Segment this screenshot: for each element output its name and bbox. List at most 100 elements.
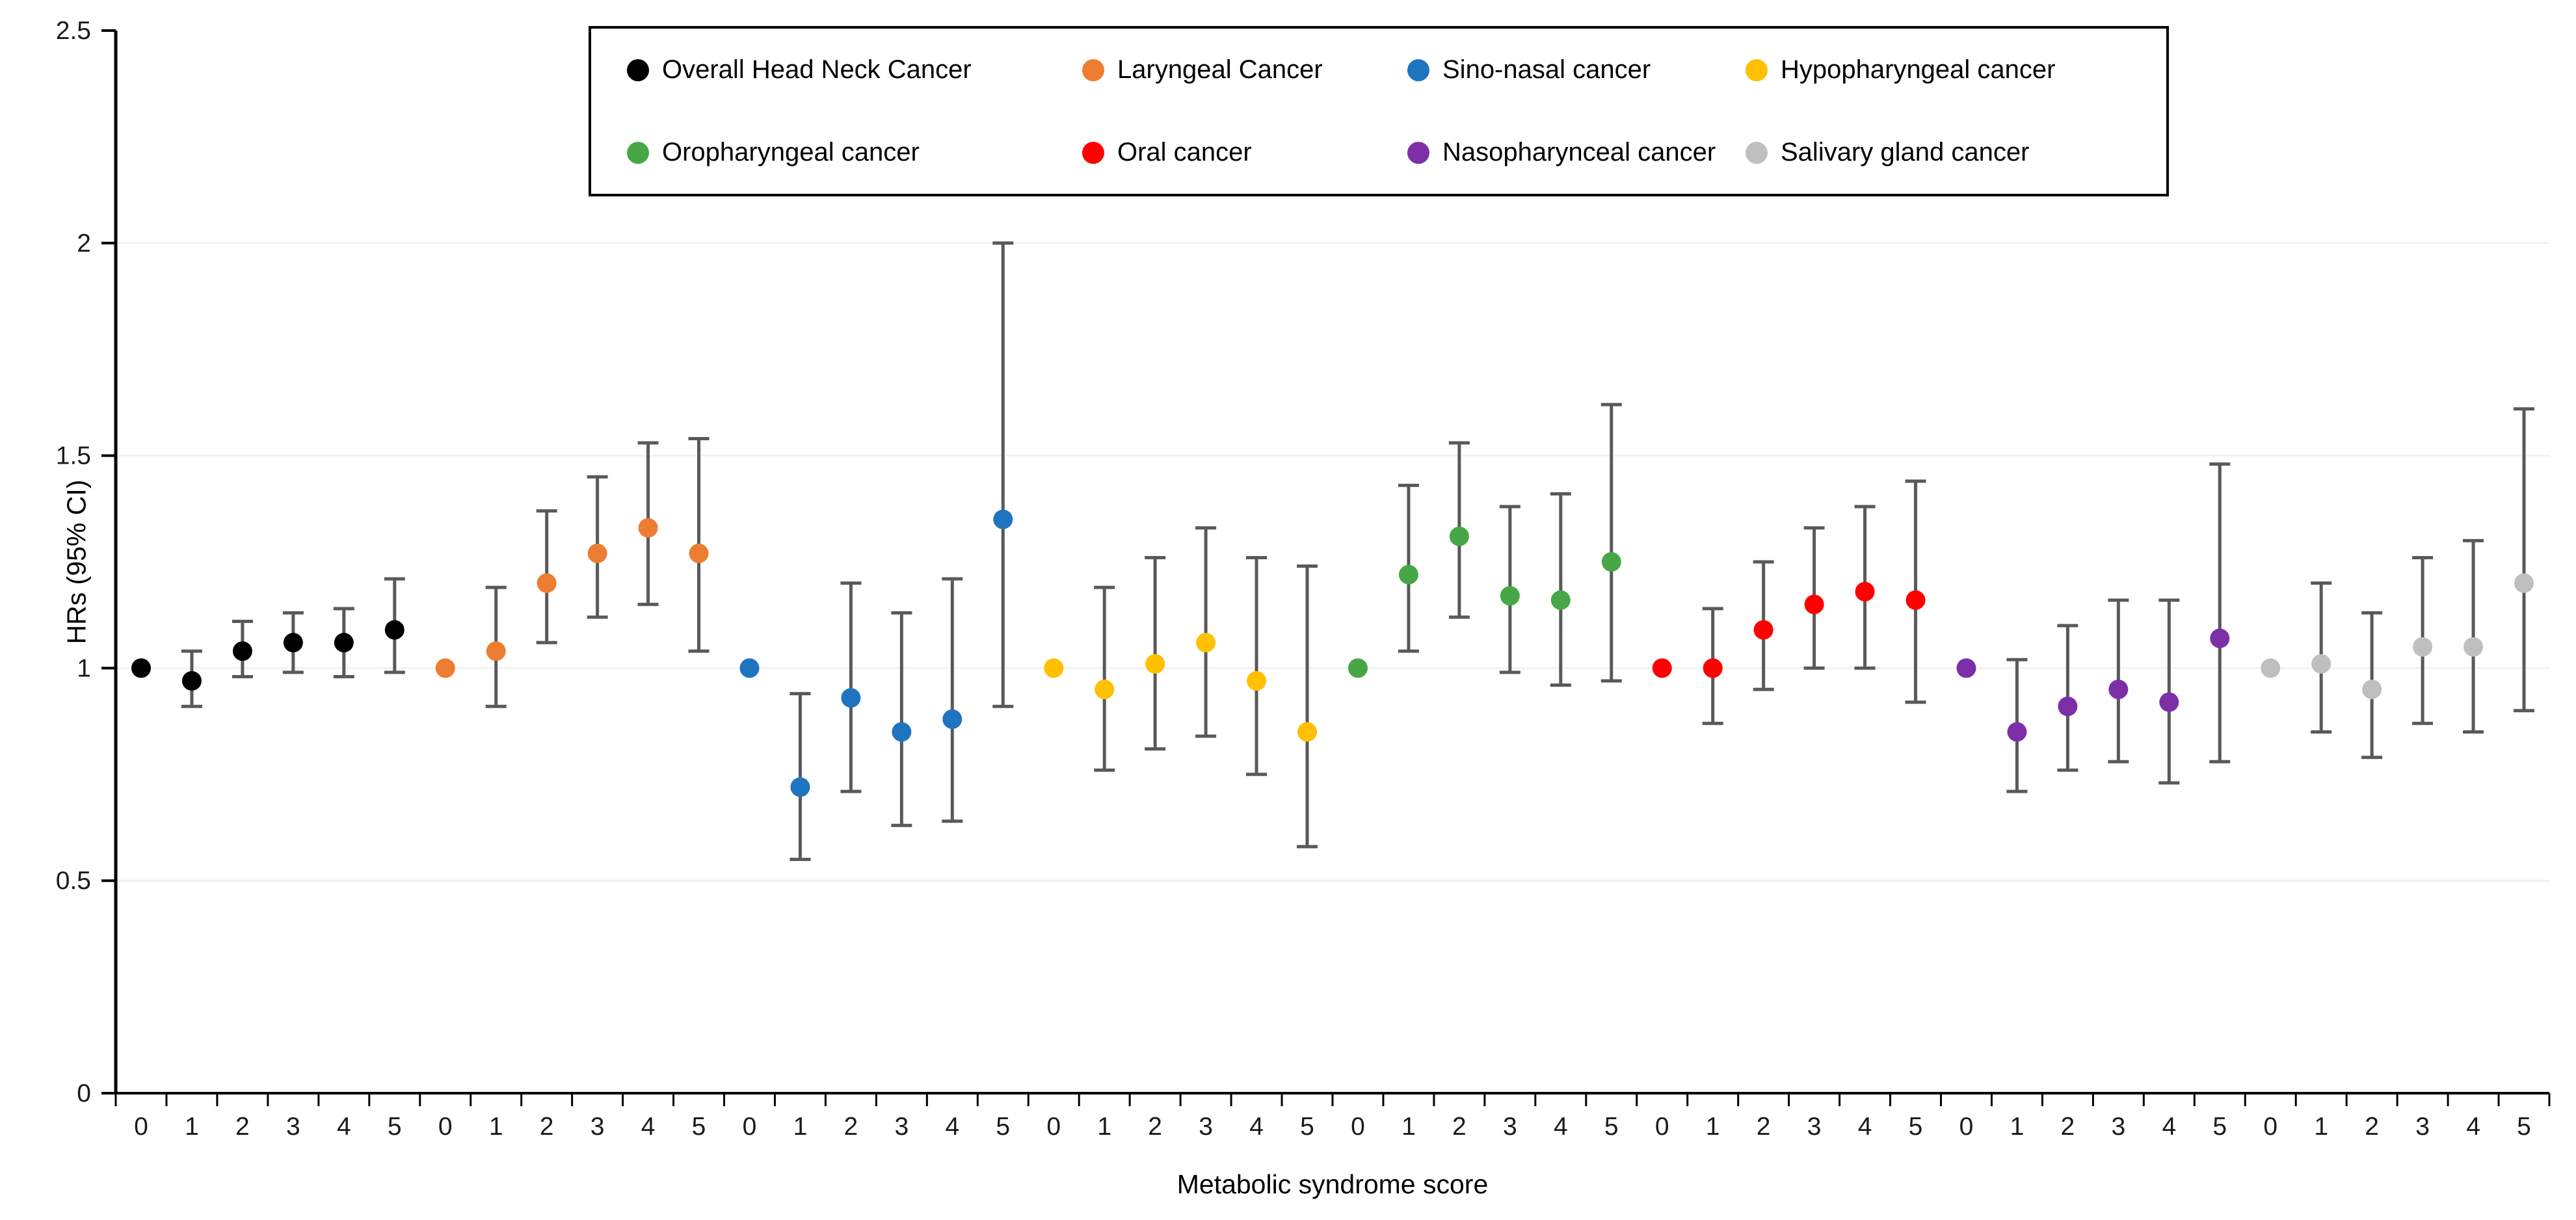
legend-swatch-icon (627, 141, 649, 164)
legend-swatch-icon (1082, 59, 1104, 81)
data-point (2058, 696, 2078, 717)
data-point (1500, 586, 1520, 606)
x-tick-label: 4 (1249, 1113, 1264, 1141)
data-point (739, 658, 760, 678)
data-point (1905, 590, 1926, 610)
legend-label: Overall Head Neck Cancer (662, 55, 972, 84)
data-point (1398, 564, 1418, 585)
x-tick-label: 3 (895, 1113, 909, 1141)
data-point (384, 620, 405, 640)
data-point (638, 518, 658, 538)
x-tick-label: 1 (1097, 1113, 1111, 1141)
x-tick-label: 4 (1554, 1113, 1568, 1141)
data-point (790, 777, 810, 797)
legend-swatch-icon (1407, 141, 1429, 164)
data-point (2311, 654, 2331, 674)
y-tick-label: 1.5 (56, 442, 91, 470)
data-point (1348, 658, 1368, 678)
data-point (131, 658, 151, 678)
data-point (232, 641, 252, 661)
data-point (993, 509, 1013, 529)
data-point (841, 688, 861, 708)
legend-item: Oral cancer (1082, 138, 1407, 167)
data-point (1601, 552, 1621, 572)
x-tick-label: 0 (134, 1113, 148, 1141)
x-tick-label: 2 (235, 1113, 250, 1141)
data-point (283, 633, 303, 653)
x-tick-label: 3 (1807, 1113, 1822, 1141)
x-tick-label: 2 (2365, 1113, 2379, 1141)
x-tick-label: 2 (844, 1113, 858, 1141)
x-tick-label: 0 (438, 1113, 453, 1141)
data-point (537, 573, 557, 593)
x-tick-label: 2 (2061, 1113, 2075, 1141)
legend-item: Nasopharynceal cancer (1407, 138, 1746, 167)
x-tick-label: 3 (286, 1113, 300, 1141)
data-point (1804, 594, 1824, 615)
legend-label: Oropharyngeal cancer (662, 138, 920, 166)
legend-swatch-icon (627, 59, 649, 81)
x-tick-label: 1 (2010, 1113, 2025, 1141)
x-tick-label: 3 (1503, 1113, 1517, 1141)
x-tick-label: 1 (2314, 1113, 2328, 1141)
legend-item: Overall Head Neck Cancer (627, 55, 1082, 85)
x-tick-label: 4 (1858, 1113, 1872, 1141)
x-tick-label: 1 (1706, 1113, 1720, 1141)
x-tick-label: 0 (1655, 1113, 1669, 1141)
x-tick-label: 5 (2212, 1113, 2227, 1141)
data-point (2007, 722, 2027, 742)
x-tick-label: 4 (2162, 1113, 2176, 1141)
data-point (587, 543, 607, 563)
data-point (1855, 581, 1875, 602)
data-point (334, 633, 354, 653)
data-point (435, 658, 455, 678)
x-tick-label: 5 (692, 1113, 706, 1141)
x-tick-label: 5 (2517, 1113, 2531, 1141)
data-point (689, 543, 709, 563)
x-tick-label: 5 (1300, 1113, 1314, 1141)
legend-label: Oral cancer (1117, 138, 1252, 166)
legend-label: Salivary gland cancer (1781, 138, 2030, 166)
legend-item: Salivary gland cancer (1746, 138, 2166, 167)
data-point (1550, 590, 1571, 610)
legend-label: Nasopharynceal cancer (1442, 138, 1716, 166)
legend-swatch-icon (1407, 59, 1429, 81)
y-tick-label: 2 (77, 230, 91, 258)
x-tick-label: 3 (1199, 1113, 1213, 1141)
x-tick-label: 4 (2466, 1113, 2480, 1141)
data-point (181, 671, 202, 691)
x-tick-label: 3 (2415, 1113, 2430, 1141)
x-axis-title: Metabolic syndrome score (1176, 1169, 1489, 1199)
x-tick-label: 5 (388, 1113, 402, 1141)
data-point (1703, 658, 1723, 678)
y-tick-label: 0.5 (56, 867, 91, 895)
data-point (1196, 633, 1216, 653)
data-point (1095, 680, 1115, 700)
x-tick-label: 2 (1452, 1113, 1467, 1141)
x-tick-label: 2 (1757, 1113, 1771, 1141)
data-point (1145, 654, 1165, 674)
data-point (2463, 637, 2484, 657)
legend-item: Oropharyngeal cancer (627, 138, 1082, 167)
legend-swatch-icon (1746, 59, 1768, 81)
legend-label: Sino-nasal cancer (1442, 55, 1651, 84)
x-tick-label: 0 (1046, 1113, 1061, 1141)
y-tick-label: 1 (77, 654, 91, 682)
legend-label: Laryngeal Cancer (1117, 55, 1323, 84)
x-tick-label: 3 (591, 1113, 605, 1141)
x-tick-label: 2 (1148, 1113, 1162, 1141)
data-point (2108, 680, 2129, 700)
data-point (2210, 628, 2230, 648)
data-point (2413, 637, 2433, 657)
x-tick-label: 4 (945, 1113, 959, 1141)
data-point (2261, 658, 2281, 678)
legend-swatch-icon (1746, 141, 1768, 164)
x-tick-label: 0 (1959, 1113, 1974, 1141)
x-tick-label: 0 (743, 1113, 757, 1141)
legend-item: Laryngeal Cancer (1082, 55, 1407, 85)
x-tick-label: 1 (185, 1113, 199, 1141)
data-point (1449, 526, 1469, 546)
x-tick-label: 1 (793, 1113, 808, 1141)
